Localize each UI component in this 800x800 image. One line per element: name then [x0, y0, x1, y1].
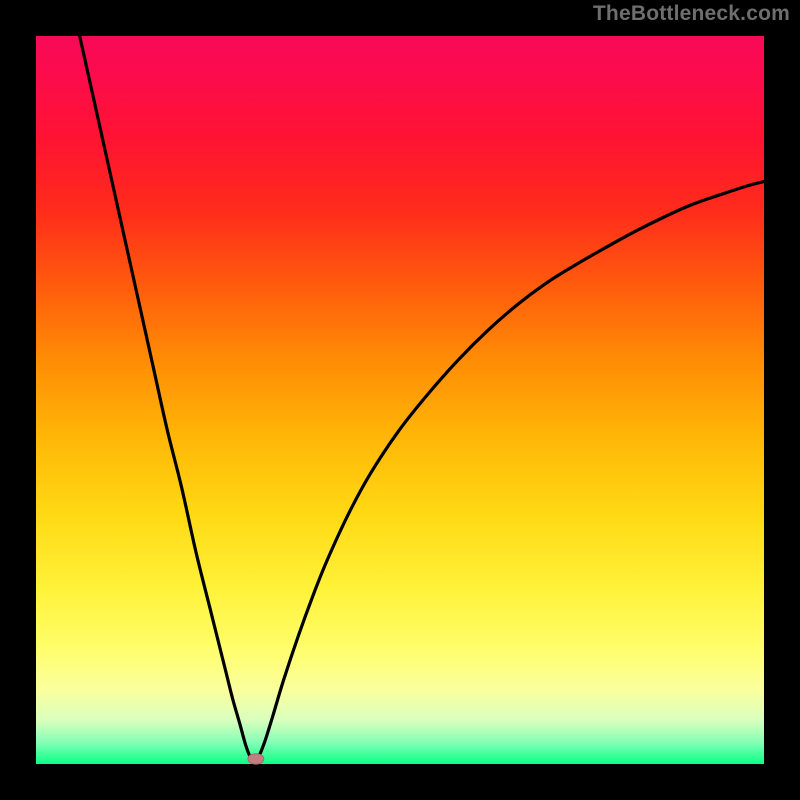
chart-container: TheBottleneck.com [0, 0, 800, 800]
watermark-text: TheBottleneck.com [593, 2, 790, 26]
plot-background [36, 36, 764, 764]
chart-svg [0, 0, 800, 800]
optimum-marker [248, 754, 264, 764]
